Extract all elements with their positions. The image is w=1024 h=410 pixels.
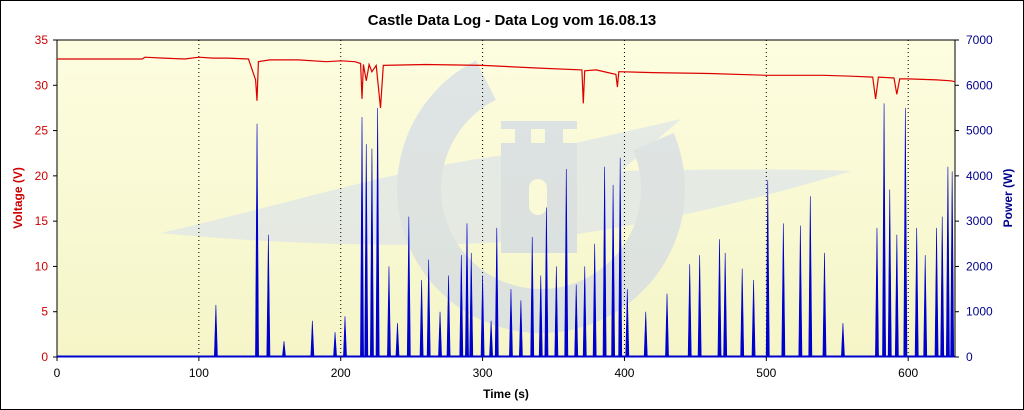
y-right-tick-label: 7000 — [966, 33, 993, 47]
y-right-tick-label: 1000 — [966, 305, 993, 319]
power-series — [57, 103, 955, 358]
y-right-tick-label: 5000 — [966, 124, 993, 138]
y-axis-right-title: Power (W) — [1001, 169, 1015, 228]
y-left-tick-label: 20 — [35, 169, 49, 183]
y-left-tick-label: 25 — [35, 124, 49, 138]
x-tick-label: 100 — [189, 366, 209, 380]
y-axis-left-title: Voltage (V) — [11, 167, 25, 229]
y-left-tick-label: 35 — [35, 33, 49, 47]
y-left-tick-label: 5 — [41, 305, 48, 319]
x-axis-title: Time (s) — [483, 387, 529, 401]
castle-logo-watermark — [161, 45, 851, 333]
y-left-tick-label: 30 — [35, 78, 49, 92]
y-left-tick-label: 10 — [35, 259, 49, 273]
y-right-tick-label: 3000 — [966, 214, 993, 228]
x-tick-label: 0 — [54, 366, 61, 380]
x-tick-label: 500 — [756, 366, 776, 380]
y-right-tick-label: 2000 — [966, 259, 993, 273]
y-right-tick-label: 0 — [966, 350, 973, 364]
axes: 0 100 200 300 400 500 600051015202530350100020… — [35, 33, 993, 380]
voltage-series — [57, 56, 956, 108]
x-tick-label: 600 — [898, 366, 918, 380]
y-left-tick-label: 0 — [41, 350, 48, 364]
x-tick-label: 200 — [331, 366, 351, 380]
voltage-line — [57, 56, 956, 108]
chart-title: Castle Data Log - Data Log vom 16.08.13 — [368, 12, 656, 29]
x-tick-label: 400 — [614, 366, 634, 380]
x-tick-label: 300 — [473, 366, 493, 380]
y-right-tick-label: 4000 — [966, 169, 993, 183]
y-right-tick-label: 6000 — [966, 78, 993, 92]
y-left-tick-label: 15 — [35, 214, 49, 228]
